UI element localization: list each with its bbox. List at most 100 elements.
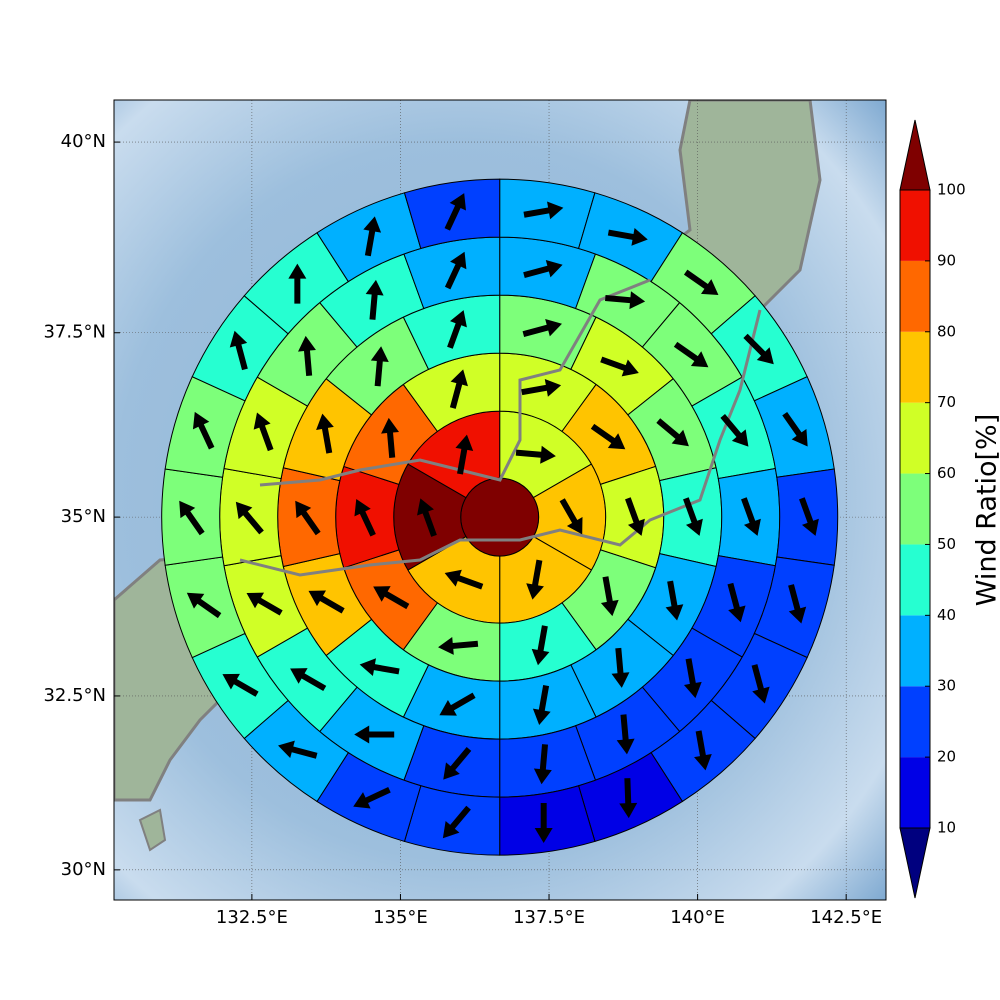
wind-arrow <box>298 335 316 376</box>
wind-arrow <box>656 418 689 447</box>
wind-arrow <box>683 269 719 296</box>
wind-arrow <box>444 251 467 290</box>
wind-arrow <box>782 411 808 447</box>
colorbar-tick-label: 30 <box>937 677 956 695</box>
wind-arrow <box>665 580 684 621</box>
colorbar-bin <box>900 473 930 545</box>
wind-arrow <box>533 744 552 785</box>
wind-arrow <box>246 592 283 616</box>
x-tick-label: 135°E <box>373 907 428 928</box>
x-tick-label: 137.5°E <box>513 907 585 928</box>
wind-arrow <box>590 423 626 450</box>
wind-arrow <box>521 378 562 397</box>
wind-arrow <box>359 658 400 677</box>
x-tick-label: 142.5°E <box>810 907 882 928</box>
axes: 132.5°E 135°E 137.5°E 140°E 142.5°E 30°N 32.5°… <box>43 131 882 928</box>
wind-arrow <box>625 497 645 536</box>
wind-arrow <box>531 625 550 666</box>
colorbar-bin <box>900 757 930 828</box>
wind-arrow <box>515 445 556 464</box>
colorbar-label: Wind Ratio[%] <box>972 414 1000 606</box>
frame <box>113 99 887 901</box>
wind-arrow <box>799 497 819 536</box>
wind-arrow <box>363 216 382 257</box>
y-tick-label: 32.5°N <box>43 685 106 706</box>
wind-arrow <box>743 333 774 365</box>
wind-arrow <box>523 259 563 279</box>
x-tick-label: 132.5°E <box>216 907 288 928</box>
colorbar-over <box>899 119 931 191</box>
colorbar: 10 20 30 40 50 60 70 80 90 100 <box>899 119 966 899</box>
wind-arrow <box>523 201 564 220</box>
colorbar-tick-label: 20 <box>937 748 956 766</box>
wind-arrow <box>616 714 635 755</box>
wind-arrow <box>694 730 712 771</box>
wind-arrow <box>455 434 474 475</box>
y-tick-label: 35°N <box>61 506 106 527</box>
wind-arrow <box>559 498 583 535</box>
wind-arrow <box>316 413 334 454</box>
wind-arrow <box>444 569 484 590</box>
wind-arrow <box>444 193 466 231</box>
wind-arrow <box>607 228 648 246</box>
wind-arrow <box>186 592 222 619</box>
wind-arrow <box>788 584 807 624</box>
wind-arrow <box>720 414 749 447</box>
wind-arrow <box>611 647 630 688</box>
colorbar-tick-label: 90 <box>937 251 956 269</box>
wind-arrow <box>192 411 215 450</box>
colorbar-tick-label: 50 <box>937 535 956 553</box>
colorbar-frame <box>899 189 931 829</box>
wind-arrow <box>751 664 770 704</box>
wind-arrow <box>727 582 746 623</box>
colorbar-bin <box>900 615 930 687</box>
wind-arrow <box>526 559 544 600</box>
colorbar-bin <box>900 190 930 261</box>
sectors <box>161 178 839 856</box>
wind-arrow <box>278 740 318 759</box>
x-tick-label: 140°E <box>670 907 725 928</box>
wind-arrow <box>439 692 476 716</box>
colorbar-bin <box>900 331 930 403</box>
wind-arrow <box>442 805 471 839</box>
wind-arrow <box>443 747 472 780</box>
colorbar-bin <box>900 402 930 474</box>
wind-arrow <box>683 658 702 699</box>
land <box>138 808 167 852</box>
y-tick-label: 40°N <box>61 131 106 152</box>
colorbar-tick-label: 100 <box>937 181 966 199</box>
wind-arrow <box>449 369 468 409</box>
wind-arrow <box>179 500 205 536</box>
colorbar-bin <box>900 544 930 616</box>
colorbar-under <box>899 827 931 899</box>
wind-arrow <box>522 318 562 338</box>
wind-arrow <box>370 346 389 387</box>
wind-arrow <box>438 636 479 655</box>
colorbar-tick-label: 60 <box>937 464 956 482</box>
wind-arrow <box>235 501 264 535</box>
colorbar-tick-label: 80 <box>937 322 956 340</box>
wind-arrow <box>683 497 703 536</box>
wind-arrow <box>447 310 467 349</box>
wind-arrow <box>288 263 307 304</box>
colorbar-tick-label: 10 <box>937 819 956 837</box>
colorbar-tick-label: 40 <box>937 606 956 624</box>
wind-arrow <box>308 590 345 614</box>
wind-arrow <box>222 673 259 697</box>
wind-arrow <box>605 291 646 310</box>
wind-arrow <box>534 802 553 843</box>
wind-arrow <box>373 586 410 610</box>
y-tick-label: 30°N <box>61 859 106 880</box>
arrows <box>179 193 819 843</box>
wind-arrow <box>253 412 274 452</box>
colorbar-tick-label: 70 <box>937 393 956 411</box>
y-tick-label: 37.5°N <box>43 322 106 343</box>
map <box>114 100 886 900</box>
wind-arrow <box>365 279 384 320</box>
wind-arrow <box>600 576 619 617</box>
colorbar-bin <box>900 260 930 332</box>
wind-arrow <box>600 356 639 377</box>
wind-arrow <box>381 417 400 458</box>
colorbar-bin <box>900 686 930 758</box>
